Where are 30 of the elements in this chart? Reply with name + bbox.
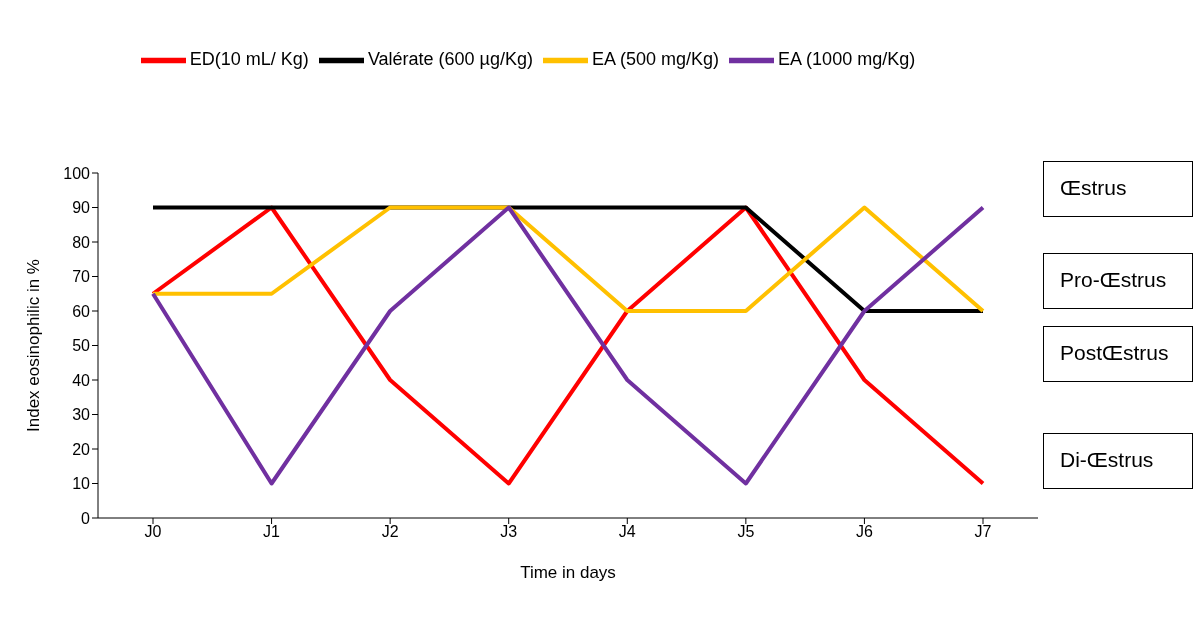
y-axis-title: Index eosinophilic in % — [24, 259, 44, 432]
legend-label: ED(10 mL/ Kg) — [189, 49, 309, 70]
y-tick-label: 30 — [72, 406, 91, 424]
y-tick-label: 20 — [72, 440, 91, 458]
y-tick-label: 0 — [81, 509, 91, 527]
x-tick-label: J1 — [263, 523, 281, 541]
x-tick-label: J6 — [855, 523, 873, 541]
x-tick-label: J2 — [381, 523, 399, 541]
y-tick-label: 80 — [72, 233, 91, 251]
y-tick-label: 50 — [72, 337, 91, 355]
y-tick-label: 60 — [72, 302, 91, 320]
y-tick-label: 70 — [72, 268, 91, 286]
text: Pro-Œstrus — [1043, 253, 1193, 309]
legend-label: EA (500 mg/Kg) — [592, 49, 720, 70]
text: PostŒstrus — [1043, 326, 1193, 382]
x-tick-label: J7 — [974, 523, 992, 541]
line-series — [151, 205, 985, 486]
text: Di-Œstrus — [1043, 433, 1193, 489]
text: Œstrus — [1043, 161, 1193, 217]
y-tick-label: 40 — [72, 371, 91, 389]
x-axis-title: Time in days — [520, 563, 616, 582]
y-tick-label: 10 — [72, 475, 91, 493]
x-tick-label: J0 — [144, 523, 162, 541]
legend-label: Valérate (600 µg/Kg) — [367, 49, 534, 70]
y-tick-label: 90 — [72, 199, 91, 217]
y-tick-label: 100 — [63, 164, 91, 182]
x-tick-label: J3 — [500, 523, 518, 541]
x-tick-label: J5 — [737, 523, 755, 541]
x-tick-label: J4 — [618, 523, 636, 541]
legend-label: EA (1000 mg/Kg) — [778, 49, 916, 70]
